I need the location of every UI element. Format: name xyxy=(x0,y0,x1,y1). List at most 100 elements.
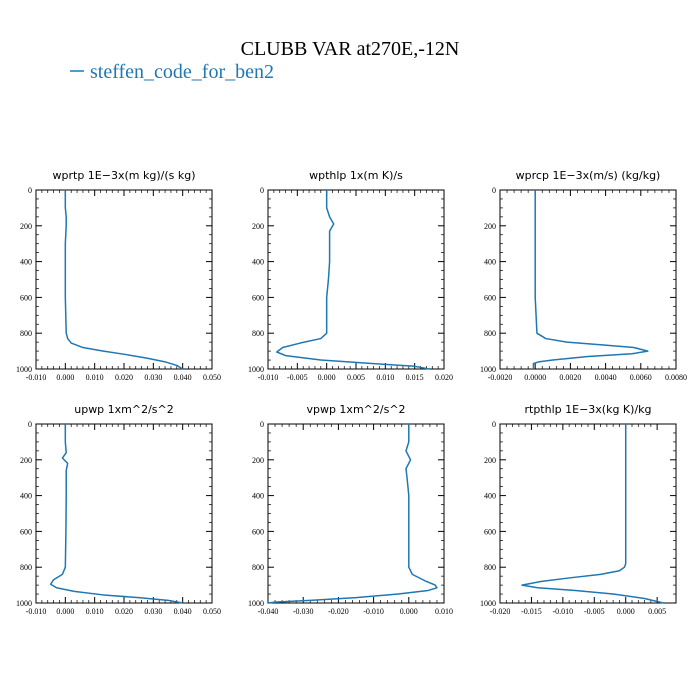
series-line xyxy=(532,190,649,369)
x-tick-label: 0.010 xyxy=(86,373,104,382)
x-tick-label: 0.030 xyxy=(144,373,162,382)
plot-frame xyxy=(35,423,213,604)
x-tick-label: 0.0040 xyxy=(595,373,617,382)
x-tick-label: 0.040 xyxy=(174,373,192,382)
x-tick-label: 0.020 xyxy=(115,373,133,382)
panel-title: wpthlp 1x(m K)/s xyxy=(309,169,403,182)
chart-panel: wpthlp 1x(m K)/s -0.010 -0.005 0.000 0.005 0.… xyxy=(248,169,453,382)
y-tick-label: 0 xyxy=(28,186,32,195)
x-tick-label: 0.0000 xyxy=(524,373,546,382)
x-tick-label: -0.010 xyxy=(26,607,47,616)
y-tick-label: 400 xyxy=(20,492,32,501)
y-tick-label: 0 xyxy=(28,420,32,429)
series-line xyxy=(49,424,183,604)
y-tick-label: 600 xyxy=(252,527,264,536)
panel-title: upwp 1xm^2/s^2 xyxy=(74,403,174,416)
x-tick-label: -0.015 xyxy=(521,607,542,616)
x-tick-label: 0.020 xyxy=(115,607,133,616)
y-tick-label: 400 xyxy=(252,492,264,501)
y-tick-label: 1000 xyxy=(480,599,496,608)
chart-panel: rtpthlp 1E−3x(kg K)/kg -0.020 -0.015 -0.010… xyxy=(480,403,677,616)
y-tick-label: 800 xyxy=(20,563,32,572)
x-tick-label: -0.0020 xyxy=(488,373,513,382)
y-tick-label: 600 xyxy=(20,293,32,302)
y-tick-label: 0 xyxy=(492,420,496,429)
x-tick-label: 0.010 xyxy=(376,373,394,382)
x-tick-label: 0.050 xyxy=(203,607,221,616)
y-tick-label: 600 xyxy=(252,293,264,302)
panel-title: wprtp 1E−3x(m kg)/(s kg) xyxy=(53,169,196,182)
x-tick-label: 0.000 xyxy=(318,373,336,382)
x-tick-label: -0.010 xyxy=(553,607,574,616)
x-tick-label: 0.020 xyxy=(435,373,453,382)
x-tick-label: 0.005 xyxy=(648,607,666,616)
y-tick-label: 800 xyxy=(484,563,496,572)
y-tick-label: 200 xyxy=(20,222,32,231)
panel-title: vpwp 1xm^2/s^2 xyxy=(306,403,405,416)
x-tick-label: 0.000 xyxy=(617,607,635,616)
x-tick-label: 0.030 xyxy=(144,607,162,616)
y-tick-label: 1000 xyxy=(16,365,32,374)
series-line xyxy=(64,190,184,370)
x-tick-label: -0.010 xyxy=(258,373,279,382)
x-tick-label: 0.000 xyxy=(56,373,74,382)
y-tick-label: 200 xyxy=(252,456,264,465)
panels-grid: wprtp 1E−3x(m kg)/(s kg) -0.010 0.000 0.010… xyxy=(16,169,687,616)
y-tick-label: 200 xyxy=(484,222,496,231)
chart-panel: wprcp 1E−3x(m/s) (kg/kg) -0.0020 0.0000 0.0… xyxy=(480,169,687,382)
y-tick-label: 400 xyxy=(484,258,496,267)
x-tick-label: 0.010 xyxy=(86,607,104,616)
y-tick-label: 0 xyxy=(260,186,264,195)
x-tick-label: 0.050 xyxy=(203,373,221,382)
x-tick-label: 0.0060 xyxy=(630,373,652,382)
x-tick-label: 0.010 xyxy=(435,607,453,616)
plot-frame xyxy=(35,189,213,370)
x-tick-label: -0.020 xyxy=(328,607,349,616)
legend-label: steffen_code_for_ben2 xyxy=(90,61,274,83)
y-tick-label: 400 xyxy=(484,492,496,501)
x-tick-label: -0.040 xyxy=(258,607,279,616)
chart-panel: wprtp 1E−3x(m kg)/(s kg) -0.010 0.000 0.010… xyxy=(16,169,221,382)
y-tick-label: 1000 xyxy=(16,599,32,608)
plot-frame xyxy=(267,189,445,370)
x-tick-label: 0.000 xyxy=(56,607,74,616)
x-tick-label: -0.020 xyxy=(490,607,511,616)
y-tick-label: 800 xyxy=(252,563,264,572)
y-tick-label: 400 xyxy=(20,258,32,267)
y-tick-label: 0 xyxy=(492,186,496,195)
plot-frame xyxy=(267,423,445,604)
y-tick-label: 1000 xyxy=(480,365,496,374)
x-tick-label: 0.000 xyxy=(400,607,418,616)
series-line xyxy=(276,190,430,370)
y-tick-label: 0 xyxy=(260,420,264,429)
y-tick-label: 600 xyxy=(484,527,496,536)
y-tick-label: 200 xyxy=(252,222,264,231)
y-tick-label: 1000 xyxy=(248,599,264,608)
y-tick-label: 1000 xyxy=(248,365,264,374)
panel-title: rtpthlp 1E−3x(kg K)/kg xyxy=(524,403,651,416)
y-tick-label: 200 xyxy=(20,456,32,465)
legend: steffen_code_for_ben2 xyxy=(70,61,274,83)
x-tick-label: -0.005 xyxy=(287,373,308,382)
y-tick-label: 600 xyxy=(484,293,496,302)
x-tick-label: 0.0080 xyxy=(665,373,687,382)
y-tick-label: 200 xyxy=(484,456,496,465)
x-tick-label: -0.005 xyxy=(584,607,605,616)
figure-title: CLUBB VAR at270E,-12N xyxy=(241,38,460,60)
x-tick-label: 0.015 xyxy=(406,373,424,382)
x-tick-label: 0.040 xyxy=(174,607,192,616)
x-tick-label: 0.005 xyxy=(347,373,365,382)
plot-frame xyxy=(499,189,677,370)
y-tick-label: 800 xyxy=(252,329,264,338)
series-line xyxy=(267,424,438,604)
chart-panel: upwp 1xm^2/s^2 -0.010 0.000 0.010 0.020 0.030… xyxy=(16,403,221,616)
y-tick-label: 800 xyxy=(484,329,496,338)
x-tick-label: -0.010 xyxy=(363,607,384,616)
y-tick-label: 600 xyxy=(20,527,32,536)
y-tick-label: 400 xyxy=(252,258,264,267)
panel-title: wprcp 1E−3x(m/s) (kg/kg) xyxy=(516,169,661,182)
series-line xyxy=(521,424,664,604)
x-tick-label: 0.0020 xyxy=(559,373,581,382)
y-tick-label: 800 xyxy=(20,329,32,338)
